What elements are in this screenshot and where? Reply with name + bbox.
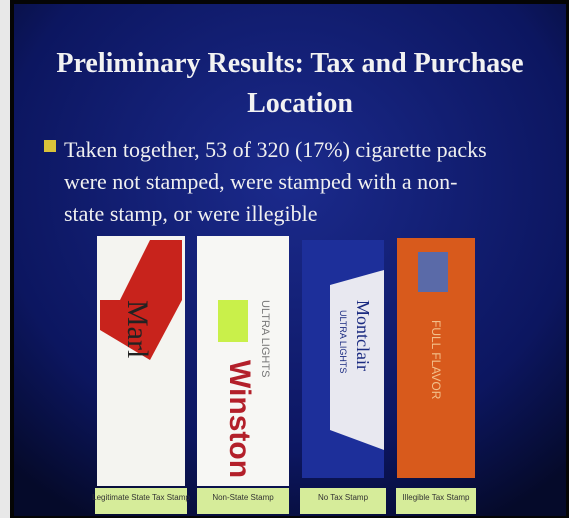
stamp bbox=[218, 300, 248, 342]
caption: Illegible Tax Stamp bbox=[403, 493, 471, 502]
pack-brand: Montclair bbox=[353, 300, 373, 371]
pack-brand: Marl bbox=[121, 300, 154, 358]
bullet-mark bbox=[44, 140, 56, 152]
pack: Montclair ULTRA LIGHTS bbox=[302, 240, 384, 478]
captions: Legitimate State Tax Stamp Non-State Sta… bbox=[92, 488, 476, 514]
pack-brand: Winston bbox=[223, 360, 256, 478]
bullet-line: were not stamped, were stamped with a no… bbox=[64, 169, 457, 194]
caption: No Tax Stamp bbox=[318, 493, 369, 502]
title-line: Preliminary Results: Tax and Purchase bbox=[56, 48, 523, 79]
left-strip bbox=[0, 0, 10, 518]
page: Preliminary Results: Tax and Purchase Lo… bbox=[0, 0, 569, 518]
pack-sub: ULTRA LIGHTS bbox=[259, 300, 271, 377]
pack: FULL FLAVOR bbox=[397, 238, 475, 478]
title-line: Location bbox=[247, 88, 353, 119]
pack-brand: FULL FLAVOR bbox=[429, 320, 443, 400]
caption: Non-State Stamp bbox=[212, 493, 274, 502]
pack-sub: ULTRA LIGHTS bbox=[338, 310, 348, 373]
bullet-line: state stamp, or were illegible bbox=[64, 201, 318, 226]
pack: Winston ULTRA LIGHTS bbox=[197, 236, 289, 486]
pack: Marl bbox=[97, 236, 185, 486]
slide bbox=[14, 4, 566, 516]
caption: Legitimate State Tax Stamp bbox=[92, 493, 190, 502]
bullet-line: Taken together, 53 of 320 (17%) cigarett… bbox=[64, 137, 487, 162]
stamp bbox=[418, 252, 448, 292]
photo: Preliminary Results: Tax and Purchase Lo… bbox=[0, 0, 569, 518]
